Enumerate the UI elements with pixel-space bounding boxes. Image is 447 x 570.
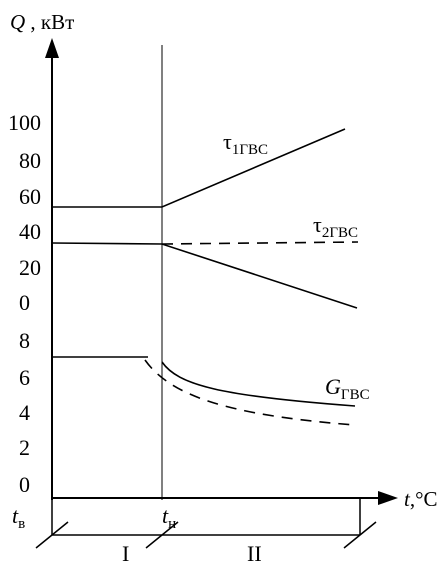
y-axis-arrow bbox=[45, 38, 59, 58]
y-tick-label: 4 bbox=[19, 400, 30, 425]
y-axis-title: Q , кВт bbox=[10, 12, 74, 33]
tau2-curve bbox=[51, 242, 358, 309]
t-outdoor-subscript: н bbox=[168, 516, 177, 532]
tau2-subscript: 2ГВС bbox=[321, 225, 359, 241]
t-indoor-symbol: t bbox=[12, 503, 19, 528]
g-subscript: ГВС bbox=[340, 387, 370, 403]
tau2-symbol: τ bbox=[313, 212, 322, 237]
y-tick-label: 0 bbox=[19, 290, 30, 315]
tau2-dashed-branch bbox=[161, 241, 359, 245]
zone-label-I: I bbox=[122, 541, 130, 566]
g-symbol: G bbox=[325, 374, 341, 399]
y-tick-label: 40 bbox=[19, 219, 41, 244]
y-tick-label: 100 bbox=[8, 110, 41, 135]
tau2-curve-label: τ2ГВС bbox=[313, 212, 358, 241]
zone-label-II: II bbox=[247, 541, 262, 566]
tau1-subscript: 1ГВС bbox=[231, 142, 269, 158]
y-tick-label: 0 bbox=[19, 472, 30, 497]
t-outdoor-symbol: t bbox=[162, 503, 169, 528]
zone-tick-right bbox=[343, 521, 377, 549]
x-axis-title: t,°C bbox=[404, 489, 438, 510]
x-axis-arrow bbox=[378, 491, 398, 505]
x-axis-unit: ,°C bbox=[409, 487, 438, 511]
y-tick-label: 8 bbox=[19, 328, 30, 353]
y-tick-label: 2 bbox=[19, 435, 30, 460]
tau1-symbol: τ bbox=[223, 129, 232, 154]
g-curve-label: GГВС bbox=[325, 374, 370, 403]
g-curve-dashed bbox=[144, 359, 356, 426]
t-indoor-subscript: в bbox=[18, 516, 26, 532]
x-axis-symbol: t bbox=[404, 487, 410, 511]
t-outdoor-label: tн bbox=[162, 503, 176, 532]
g-curve-solid bbox=[161, 361, 356, 407]
y-tick-label: 20 bbox=[19, 255, 41, 280]
zone-tick-middle bbox=[145, 521, 179, 549]
y-axis-symbol: Q bbox=[10, 10, 26, 34]
y-tick-label: 60 bbox=[19, 184, 41, 209]
zone-tick-left bbox=[35, 521, 69, 549]
t-indoor-label: tв bbox=[12, 503, 25, 532]
y-tick-label: 80 bbox=[19, 148, 41, 173]
y-axis-unit: , кВт bbox=[25, 10, 75, 34]
y-tick-label: 6 bbox=[19, 365, 30, 390]
tau1-curve bbox=[52, 128, 346, 208]
tau1-curve-label: τ1ГВС bbox=[223, 129, 268, 158]
